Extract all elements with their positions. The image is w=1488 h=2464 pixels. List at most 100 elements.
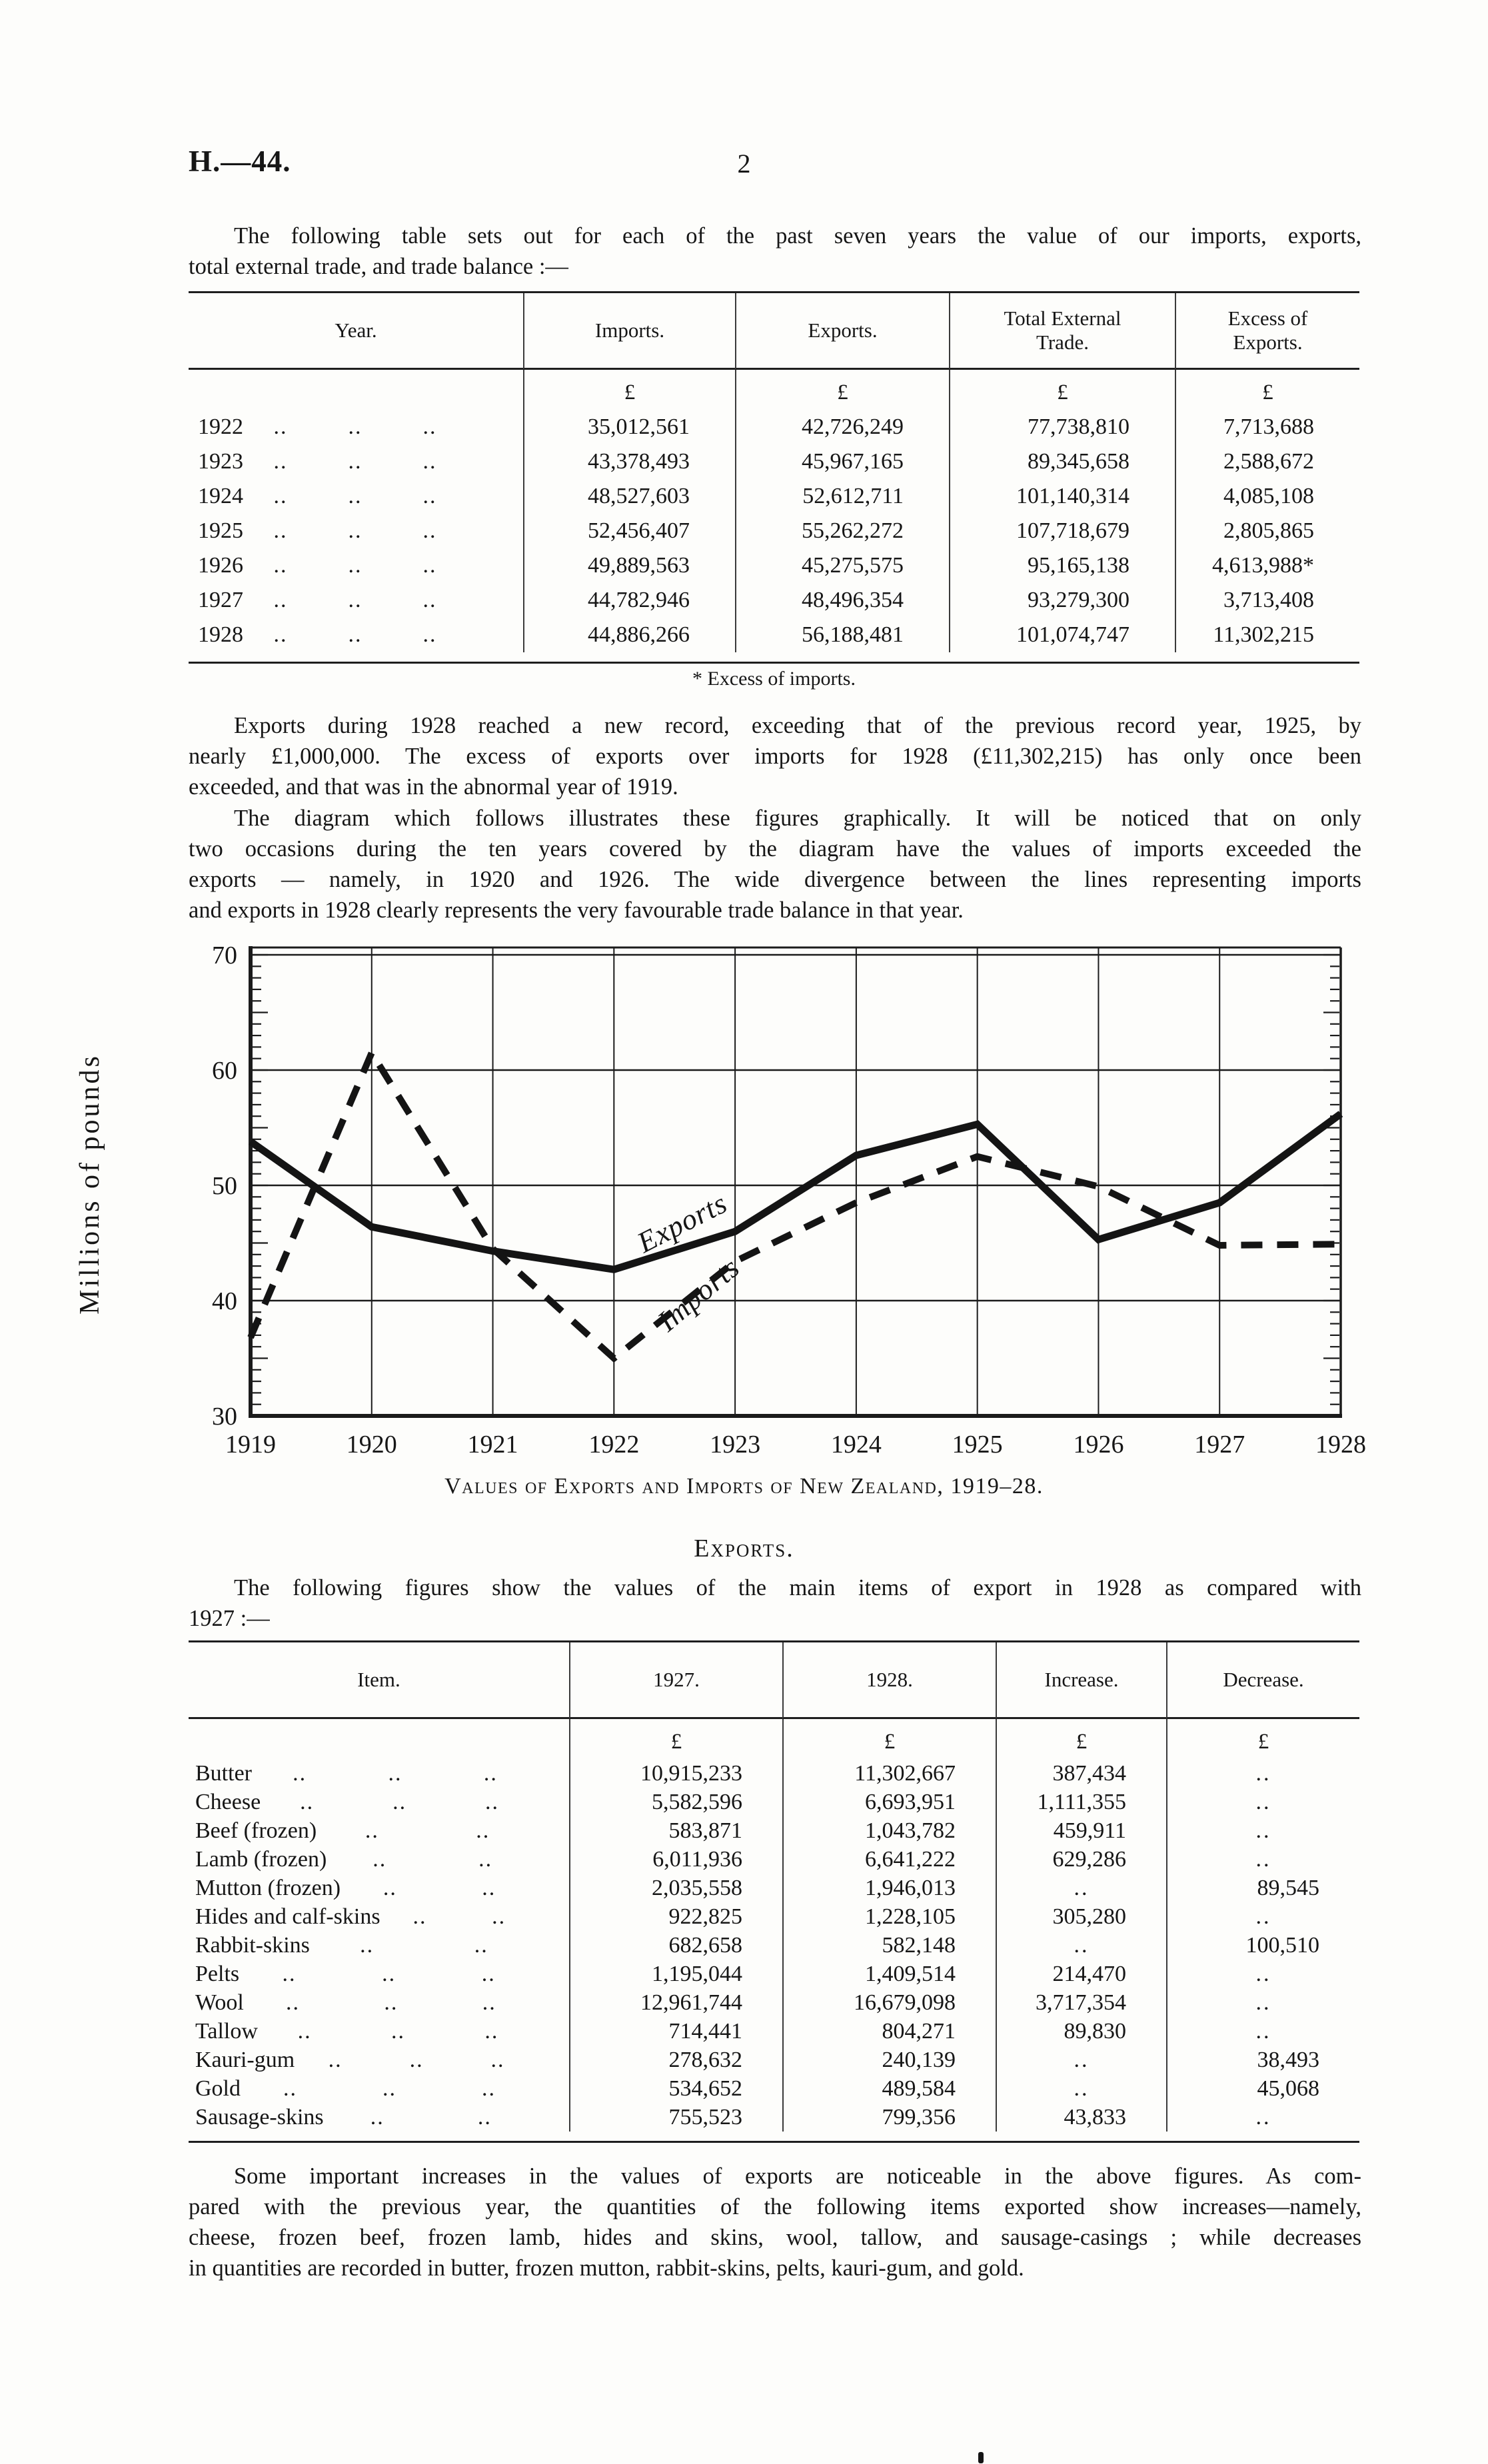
cell-increase: 214,470 [996,1960,1166,1988]
leader-dots: .. [365,1818,379,1843]
column-header-text: Decrease. [1223,1668,1304,1691]
cell-imports: 44,886,266 [523,618,735,652]
cell-decrease: .. [1166,1816,1359,1845]
row-label: Tallow [195,2019,258,2044]
leader-dots: .. [372,1847,387,1872]
row-label: 1923 [198,449,243,474]
cell-y1927: 2,035,558 [569,1874,782,1902]
cell-decrease: .. [1166,1988,1359,2017]
row-label: Cheese [195,1790,261,1814]
row-label: Kauri-gum [195,2048,295,2072]
paragraph-line: Exports during 1928 reached a new record… [234,713,1361,738]
leader-dots: .. [483,1761,498,1786]
row-label: Lamb (frozen) [195,1847,327,1872]
leader-dots: .. [392,1790,407,1814]
row-label-cell: Rabbit-skins.... [189,1931,569,1960]
cell-imports: 48,527,603 [523,479,735,514]
cell-excess: 4,085,108 [1175,479,1359,514]
leader-dots: .. [422,484,437,508]
column-header-text: Item. [357,1668,400,1691]
leader-dots: .. [482,1876,496,1900]
column-header-text: Exports. [808,318,878,342]
cell-total: 95,165,138 [949,548,1175,583]
row-label-cell: Kauri-gum...... [189,2046,569,2074]
leader-dots: .. [348,622,363,647]
cell-y1928: 804,271 [782,2017,996,2046]
cell-y1927: 583,871 [569,1816,782,1845]
leader-dots: .. [348,449,363,474]
paragraph-line: two occasions during the ten years cover… [189,836,1361,862]
column-header-text: Total External Trade. [1004,307,1121,354]
row-label: 1928 [198,622,243,647]
column-header-text: Excess of Exports. [1227,307,1308,354]
leader-dots: .. [481,1962,496,1986]
y-axis-title: Millions of pounds [75,1053,105,1315]
x-tick-label: 1928 [1315,1431,1366,1459]
row-label: Gold [195,2076,241,2101]
leader-dots: .. [348,484,363,508]
leader-dots: .. [412,1904,427,1929]
cell-y1928: 16,679,098 [782,1988,996,2017]
cell-decrease: .. [1166,1960,1359,1988]
cell-imports: 52,456,407 [523,514,735,548]
currency-symbol-cell [189,370,523,410]
cell-y1928: 489,584 [782,2074,996,2103]
leader-dots: .. [297,2019,312,2044]
x-tick-label: 1926 [1073,1431,1123,1459]
leader-dots: .. [476,1818,490,1843]
row-label-cell: Sausage-skins.... [189,2103,569,2132]
column-header-text: Imports. [594,318,665,342]
export-items-table: Item. 1927. 1928. Increase. Decrease. £ £ £ £ But… [189,1640,1359,2143]
cell-imports: 49,889,563 [523,548,735,583]
row-label-cell: 1924...... [189,479,523,514]
paragraph-line: in quantities are recorded in butter, fr… [189,2255,1024,2281]
cell-y1927: 755,523 [569,2103,782,2132]
row-label: Beef (frozen) [195,1818,317,1843]
cell-y1927: 682,658 [569,1931,782,1960]
column-header: Total External Trade. [949,293,1175,370]
column-header: Exports. [735,293,949,370]
row-label-cell: 1925...... [189,514,523,548]
paragraph-line: Some important increases in the values o… [234,2163,1361,2189]
cell-increase: 3,717,354 [996,1988,1166,2017]
leader-dots: .. [348,518,363,543]
row-label-cell: 1923...... [189,444,523,479]
cell-total: 101,074,747 [949,618,1175,652]
row-label: 1924 [198,484,243,508]
column-header: Imports. [523,293,735,370]
line-chart-svg: 30 40 50 60 70 1919 1920 1921 1922 1923 1924 1925 19… [75,941,1366,1459]
x-tick-label: 1924 [831,1431,882,1459]
cell-exports: 48,496,354 [735,583,949,618]
cell-increase: 305,280 [996,1902,1166,1931]
row-label: 1925 [198,518,243,543]
row-label-cell: 1926...... [189,548,523,583]
imports-line [247,1045,1341,1363]
currency-symbol-cell: £ [949,370,1175,410]
ink-speck [978,2452,984,2463]
cell-y1927: 5,582,596 [569,1788,782,1816]
column-header-text: Year. [335,318,377,342]
leader-dots: .. [422,518,437,543]
leader-dots: .. [273,449,288,474]
paragraph-line: pared with the previous year, the quanti… [189,2194,1361,2219]
cell-exports: 42,726,249 [735,410,949,444]
cell-imports: 43,378,493 [523,444,735,479]
row-label: Wool [195,1990,244,2015]
leader-dots: .. [273,414,288,439]
x-tick-label: 1919 [225,1431,276,1459]
paragraph-line: exceeded, and that was in the abnormal y… [189,774,678,800]
column-header-text: Increase. [1044,1668,1119,1691]
leader-dots: .. [422,553,437,578]
leader-dots: .. [478,1847,493,1872]
cell-y1928: 6,693,951 [782,1788,996,1816]
row-label: 1927 [198,588,243,612]
cell-imports: 44,782,946 [523,583,735,618]
cell-exports: 56,188,481 [735,618,949,652]
row-label-cell: Hides and calf-skins.... [189,1902,569,1931]
cell-decrease: .. [1166,2103,1359,2132]
cell-y1927: 534,652 [569,2074,782,2103]
row-label-cell: 1928...... [189,618,523,652]
cell-excess: 7,713,688 [1175,410,1359,444]
leader-dots: .. [388,1761,402,1786]
cell-increase: 629,286 [996,1845,1166,1874]
